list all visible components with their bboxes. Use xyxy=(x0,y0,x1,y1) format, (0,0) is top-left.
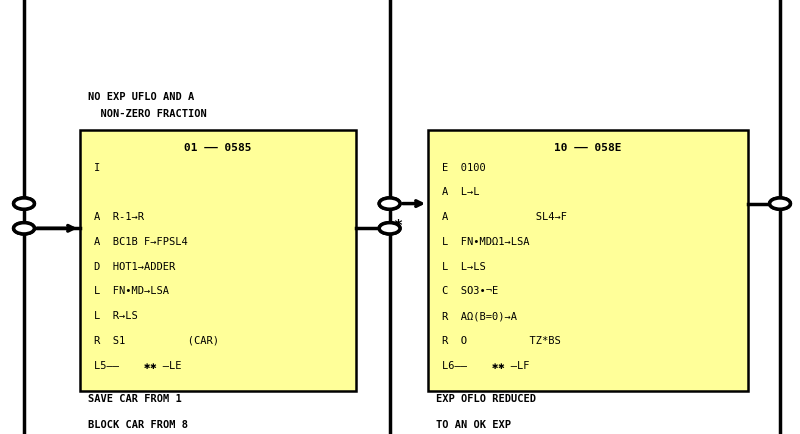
Text: L  FN•MDΩ1→LSA: L FN•MDΩ1→LSA xyxy=(442,237,530,247)
Text: A  R-1→R: A R-1→R xyxy=(94,212,145,222)
Text: NON-ZERO FRACTION: NON-ZERO FRACTION xyxy=(88,109,206,119)
Text: EXP OFLO REDUCED: EXP OFLO REDUCED xyxy=(436,394,536,404)
Circle shape xyxy=(771,199,789,208)
Text: R  O          TZ*BS: R O TZ*BS xyxy=(442,336,561,346)
Text: A              SL4→F: A SL4→F xyxy=(442,212,567,222)
Bar xyxy=(80,130,356,391)
Text: SAVE CAR FROM 1: SAVE CAR FROM 1 xyxy=(88,394,182,404)
Text: *: * xyxy=(393,219,402,233)
Circle shape xyxy=(15,199,33,208)
Text: I: I xyxy=(94,163,101,173)
Text: C  SO3•¬E: C SO3•¬E xyxy=(442,286,498,296)
Text: A  BC1B F→FPSL4: A BC1B F→FPSL4 xyxy=(94,237,188,247)
Text: E  0100: E 0100 xyxy=(442,163,486,173)
Text: L5——    ✱✱ —LE: L5—— ✱✱ —LE xyxy=(94,361,182,371)
Circle shape xyxy=(381,224,398,233)
Text: NO EXP UFLO AND A: NO EXP UFLO AND A xyxy=(88,92,194,102)
Circle shape xyxy=(381,199,398,208)
Text: BLOCK CAR FROM 8: BLOCK CAR FROM 8 xyxy=(88,420,188,430)
Text: L  R→LS: L R→LS xyxy=(94,311,138,321)
Text: L6——    ✱✱ —LF: L6—— ✱✱ —LF xyxy=(442,361,530,371)
Text: D  HOT1→ADDER: D HOT1→ADDER xyxy=(94,262,176,272)
Text: L  L→LS: L L→LS xyxy=(442,262,486,272)
Text: R  S1          (CAR): R S1 (CAR) xyxy=(94,336,219,346)
Bar xyxy=(428,130,748,391)
Text: L  FN•MD→LSA: L FN•MD→LSA xyxy=(94,286,170,296)
Text: TO AN OK EXP: TO AN OK EXP xyxy=(436,420,511,430)
Text: 01 —— 0585: 01 —— 0585 xyxy=(184,143,252,153)
Circle shape xyxy=(15,224,33,233)
Text: A  L→L: A L→L xyxy=(442,187,480,197)
Text: R  AΩ(B=0)→A: R AΩ(B=0)→A xyxy=(442,311,518,321)
Text: 10 —— 058E: 10 —— 058E xyxy=(554,143,622,153)
